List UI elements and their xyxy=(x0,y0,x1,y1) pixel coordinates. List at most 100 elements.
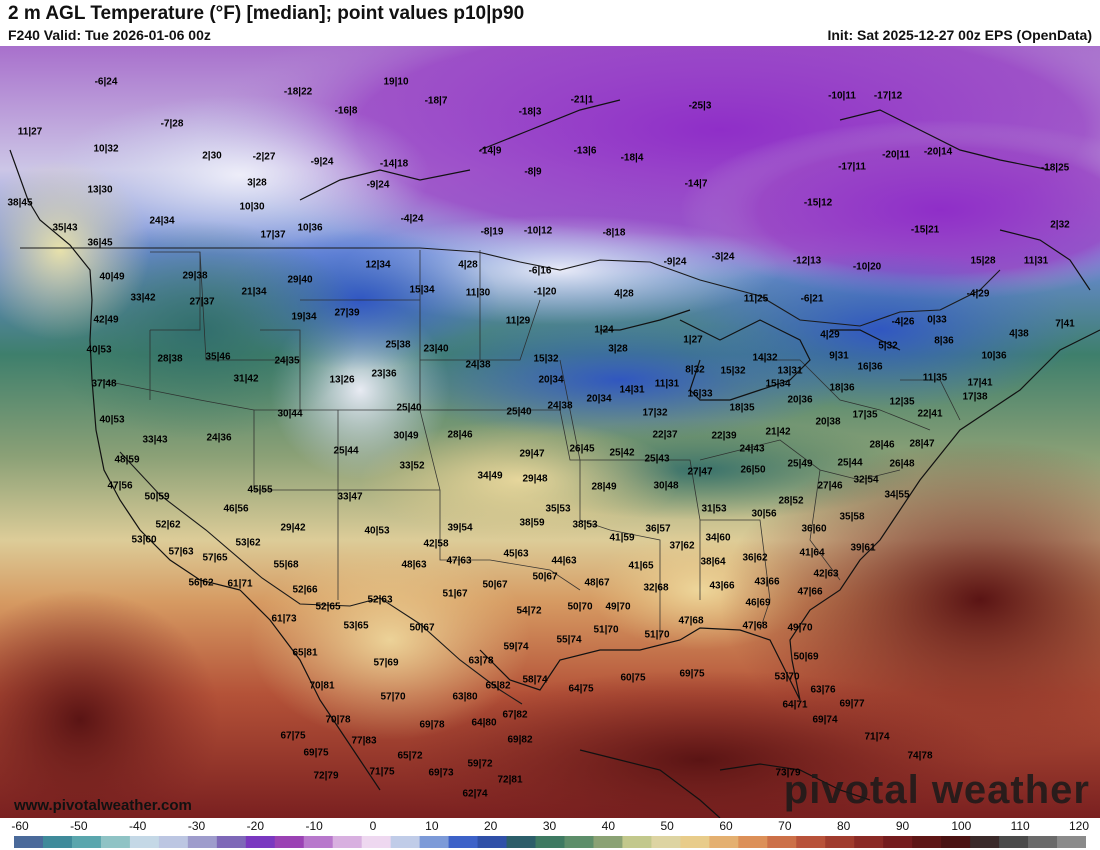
point-value-label: 38|53 xyxy=(572,520,597,531)
point-value-label: 60|75 xyxy=(620,673,645,684)
point-value-label: 25|44 xyxy=(837,458,862,469)
point-value-label: 72|79 xyxy=(313,771,338,782)
point-value-label: 25|42 xyxy=(609,448,634,459)
point-value-label: 20|38 xyxy=(815,417,840,428)
colorbar-swatch xyxy=(999,836,1029,848)
point-value-label: 14|31 xyxy=(619,385,644,396)
colorbar-swatch xyxy=(245,836,276,848)
point-value-label: 15|32 xyxy=(533,354,558,365)
point-value-label: 77|83 xyxy=(351,736,376,747)
point-value-label: 29|47 xyxy=(519,449,544,460)
colorbar-swatch xyxy=(564,836,595,848)
point-value-label: 34|60 xyxy=(705,533,730,544)
point-value-label: 3|28 xyxy=(608,344,628,355)
colorbar-swatch xyxy=(796,836,826,848)
point-value-label: 12|35 xyxy=(889,397,914,408)
point-value-label: 44|63 xyxy=(551,556,576,567)
point-value-label: -6|16 xyxy=(529,266,552,277)
colorbar-swatch xyxy=(390,836,421,848)
point-value-label: 63|76 xyxy=(810,685,835,696)
colorbar-tick-label: -30 xyxy=(187,819,206,833)
point-value-label: 29|40 xyxy=(287,275,312,286)
colorbar-tick-label: 50 xyxy=(660,819,674,833)
colorbar-swatch xyxy=(767,836,797,848)
state-borders xyxy=(99,250,961,640)
point-value-label: 36|57 xyxy=(645,524,670,535)
point-value-label: 19|10 xyxy=(383,77,408,88)
point-value-label: 27|47 xyxy=(687,467,712,478)
point-value-label: 47|68 xyxy=(742,621,767,632)
point-value-label: -18|25 xyxy=(1041,163,1070,174)
point-value-label: 69|82 xyxy=(507,735,532,746)
colorbar-swatch xyxy=(100,836,131,848)
colorbar-tick-label: 60 xyxy=(719,819,733,833)
point-value-label: 36|45 xyxy=(87,238,112,249)
point-value-label: 52|62 xyxy=(155,520,180,531)
colorbar-swatch xyxy=(332,836,363,848)
colorbar-swatch xyxy=(187,836,218,848)
point-value-label: 10|36 xyxy=(981,351,1006,362)
point-value-label: 11|31 xyxy=(655,379,680,390)
point-value-label: 39|54 xyxy=(447,523,472,534)
point-value-label: 25|44 xyxy=(333,446,358,457)
point-value-label: 70|78 xyxy=(325,715,350,726)
point-value-label: 30|48 xyxy=(653,481,678,492)
point-value-label: 17|35 xyxy=(852,410,877,421)
point-value-label: 15|28 xyxy=(970,256,995,267)
point-value-label: 64|71 xyxy=(782,700,807,711)
point-value-label: 34|49 xyxy=(477,471,502,482)
colorbar-tick-label: 70 xyxy=(778,819,792,833)
point-value-label: 48|67 xyxy=(584,578,609,589)
point-value-label: -15|12 xyxy=(804,198,833,209)
point-value-label: -14|7 xyxy=(685,179,708,190)
point-value-label: 63|78 xyxy=(468,656,493,667)
colorbar-swatch xyxy=(129,836,160,848)
temperature-map[interactable]: -6|24 -18|22 19|10 -16|8 -18|7 -21|1 -25|3 -10|… xyxy=(0,46,1100,818)
pivotal-weather-logo: pivotal weather xyxy=(783,768,1090,812)
point-value-label: 9|31 xyxy=(829,351,849,362)
colorbar-tick-label: 0 xyxy=(369,819,377,833)
colorbar-tick-label: 110 xyxy=(1010,819,1030,833)
point-value-label: 21|42 xyxy=(765,427,790,438)
point-value-label: 48|59 xyxy=(114,455,139,466)
colorbar-ticks: -60 -50 -40 -30 -20 -10 0 10 20 30 40 50 60 70 80 90 100… xyxy=(0,818,1100,834)
point-value-label: 17|38 xyxy=(962,392,987,403)
point-value-label: -18|7 xyxy=(425,96,448,107)
point-value-label: 57|63 xyxy=(168,547,193,558)
point-value-label: -9|24 xyxy=(367,180,390,191)
point-value-label: 24|43 xyxy=(739,444,764,455)
colorbar-swatch xyxy=(883,836,913,848)
point-value-label: 17|37 xyxy=(260,230,285,241)
point-value-label: 50|70 xyxy=(567,602,592,613)
point-value-label: 14|32 xyxy=(752,353,777,364)
point-value-label: -6|24 xyxy=(95,77,118,88)
point-value-label: 47|66 xyxy=(797,587,822,598)
colorbar-tick-label: 10 xyxy=(425,819,439,833)
point-value-label: 47|68 xyxy=(678,616,703,627)
point-value-label: 25|40 xyxy=(396,403,421,414)
point-value-label: 50|69 xyxy=(793,652,818,663)
point-value-label: -4|26 xyxy=(892,317,915,328)
point-value-label: 25|38 xyxy=(385,340,410,351)
point-value-label: 51|70 xyxy=(644,630,669,641)
point-value-label: 19|34 xyxy=(291,312,316,323)
point-value-label: -3|24 xyxy=(712,252,735,263)
point-value-label: -10|12 xyxy=(524,226,553,237)
colorbar-gradient xyxy=(14,836,1086,848)
point-value-label: 10|36 xyxy=(297,223,322,234)
point-value-label: 17|41 xyxy=(967,378,992,389)
colorbar-swatch xyxy=(941,836,971,848)
point-value-label: 18|36 xyxy=(829,383,854,394)
point-value-label: 46|56 xyxy=(223,504,248,515)
point-value-label: -20|11 xyxy=(882,150,910,161)
point-value-label: 24|36 xyxy=(206,433,231,444)
point-value-label: 65|81 xyxy=(292,648,317,659)
colorbar-swatch xyxy=(651,836,681,848)
point-value-label: 4|28 xyxy=(458,260,478,271)
point-value-label: 16|33 xyxy=(687,389,712,400)
point-value-label: 69|77 xyxy=(839,699,864,710)
point-value-label: 28|46 xyxy=(869,440,894,451)
colorbar-swatch xyxy=(825,836,855,848)
point-value-label: 15|34 xyxy=(765,379,790,390)
valid-time: F240 Valid: Tue 2026-01-06 00z xyxy=(8,27,211,43)
